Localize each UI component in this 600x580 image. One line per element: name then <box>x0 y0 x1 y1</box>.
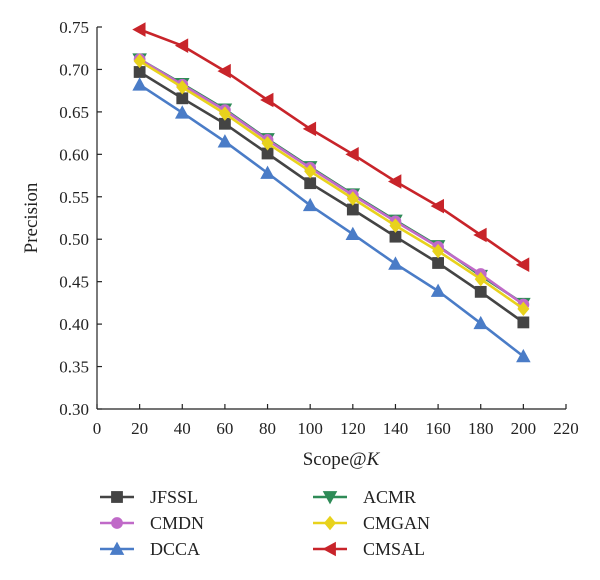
data-point-cmgan <box>176 80 189 95</box>
axes: 0 20 40 60 80 100 120 140 160 180 200 220 0.30 0.35 0.… <box>59 18 579 438</box>
series-line-cmgan <box>138 59 525 310</box>
data-point-dcca <box>132 77 147 91</box>
x-tick-label: 220 <box>553 419 579 438</box>
x-tick-label: 140 <box>383 419 409 438</box>
legend-swatch-marker <box>322 491 338 505</box>
legend-label: DCCA <box>150 539 200 559</box>
y-tick-label: 0.55 <box>59 188 89 207</box>
data-point-cmgan <box>218 106 231 121</box>
data-point-dcca <box>217 134 233 148</box>
series-line-dcca <box>138 83 525 358</box>
x-tick-label: 100 <box>297 419 323 438</box>
legend-swatch-marker <box>109 541 125 555</box>
legend-swatch-marker <box>323 515 337 531</box>
data-point-cmgan <box>346 191 359 206</box>
series-layer <box>132 22 531 363</box>
data-point-cmsal <box>302 121 317 137</box>
series-line-cmdn <box>138 58 525 306</box>
series-jfssl <box>133 66 530 329</box>
x-axis-title-main: Scope@ <box>303 449 367 470</box>
y-tick-label: 0.30 <box>59 400 89 419</box>
legend-label: JFSSL <box>150 487 198 507</box>
y-axis-title: Precision <box>21 182 42 253</box>
data-point-cmsal <box>388 174 402 189</box>
data-point-dcca <box>302 197 318 212</box>
series-line-jfssl <box>138 70 525 324</box>
legend-swatch-marker <box>111 517 123 529</box>
x-tick-label: 180 <box>468 419 494 438</box>
y-tick-label: 0.60 <box>59 145 89 164</box>
data-point-dcca <box>388 256 403 270</box>
legend-swatch-marker <box>322 541 336 557</box>
legend-label: CMDN <box>150 513 204 533</box>
y-tick-label: 0.35 <box>59 358 89 377</box>
y-tick-label: 0.75 <box>59 18 89 37</box>
y-tick-label: 0.40 <box>59 315 89 334</box>
series-cmsal <box>132 22 530 272</box>
x-tick-label: 200 <box>511 419 537 438</box>
data-point-cmgan <box>517 301 530 317</box>
data-point-cmgan <box>304 164 317 179</box>
data-point-dcca <box>473 315 489 330</box>
data-point-cmgan <box>389 218 402 233</box>
data-point-cmsal <box>132 22 146 37</box>
data-point-cmgan <box>133 53 146 69</box>
y-tick-label: 0.70 <box>59 60 89 79</box>
data-point-dcca <box>430 283 446 297</box>
data-point-cmsal <box>217 63 231 79</box>
x-tick-label: 120 <box>340 419 366 438</box>
legend-item-cmsal: CMSAL <box>313 539 425 559</box>
x-tick-label: 40 <box>174 419 191 438</box>
x-axis-title-k: K <box>366 449 381 470</box>
x-tick-label: 20 <box>131 419 148 438</box>
series-line-cmsal <box>139 28 525 266</box>
data-point-dcca <box>174 105 190 119</box>
data-point-jfssl <box>517 316 530 329</box>
series-cmgan <box>133 53 530 317</box>
data-point-jfssl <box>304 177 317 190</box>
data-point-cmgan <box>432 243 445 259</box>
x-axis-title: Scope@K <box>303 449 381 470</box>
data-point-dcca <box>345 226 361 241</box>
data-point-cmgan <box>261 136 274 151</box>
y-tick-label: 0.45 <box>59 273 89 292</box>
data-point-cmsal <box>473 227 487 243</box>
data-point-cmsal <box>430 198 444 214</box>
legend-label: CMSAL <box>363 539 425 559</box>
legend-swatch-marker <box>111 491 123 503</box>
y-tick-label: 0.65 <box>59 103 89 122</box>
legend-label: CMGAN <box>363 513 430 533</box>
legend-item-cmdn: CMDN <box>100 513 204 533</box>
legend: JFSSL ACMR CMDN CMGAN DCCA CMSAL <box>100 487 430 559</box>
data-point-cmsal <box>515 257 530 272</box>
legend-item-jfssl: JFSSL <box>100 487 198 507</box>
x-tick-label: 160 <box>425 419 451 438</box>
data-point-dcca <box>260 165 275 179</box>
series-dcca <box>132 77 531 363</box>
data-point-jfssl <box>474 285 487 298</box>
legend-item-cmgan: CMGAN <box>313 513 430 533</box>
data-point-dcca <box>516 348 531 363</box>
x-tick-label: 0 <box>93 419 102 438</box>
x-tick-label: 80 <box>259 419 276 438</box>
x-tick-label: 60 <box>216 419 233 438</box>
data-point-cmsal <box>260 92 274 108</box>
data-point-jfssl <box>432 257 444 269</box>
y-tick-label: 0.50 <box>59 230 89 249</box>
legend-item-dcca: DCCA <box>100 539 200 559</box>
legend-item-acmr: ACMR <box>313 487 416 507</box>
legend-label: ACMR <box>363 487 416 507</box>
data-point-cmgan <box>474 271 487 287</box>
data-point-cmsal <box>345 147 359 162</box>
data-point-cmsal <box>174 38 189 53</box>
